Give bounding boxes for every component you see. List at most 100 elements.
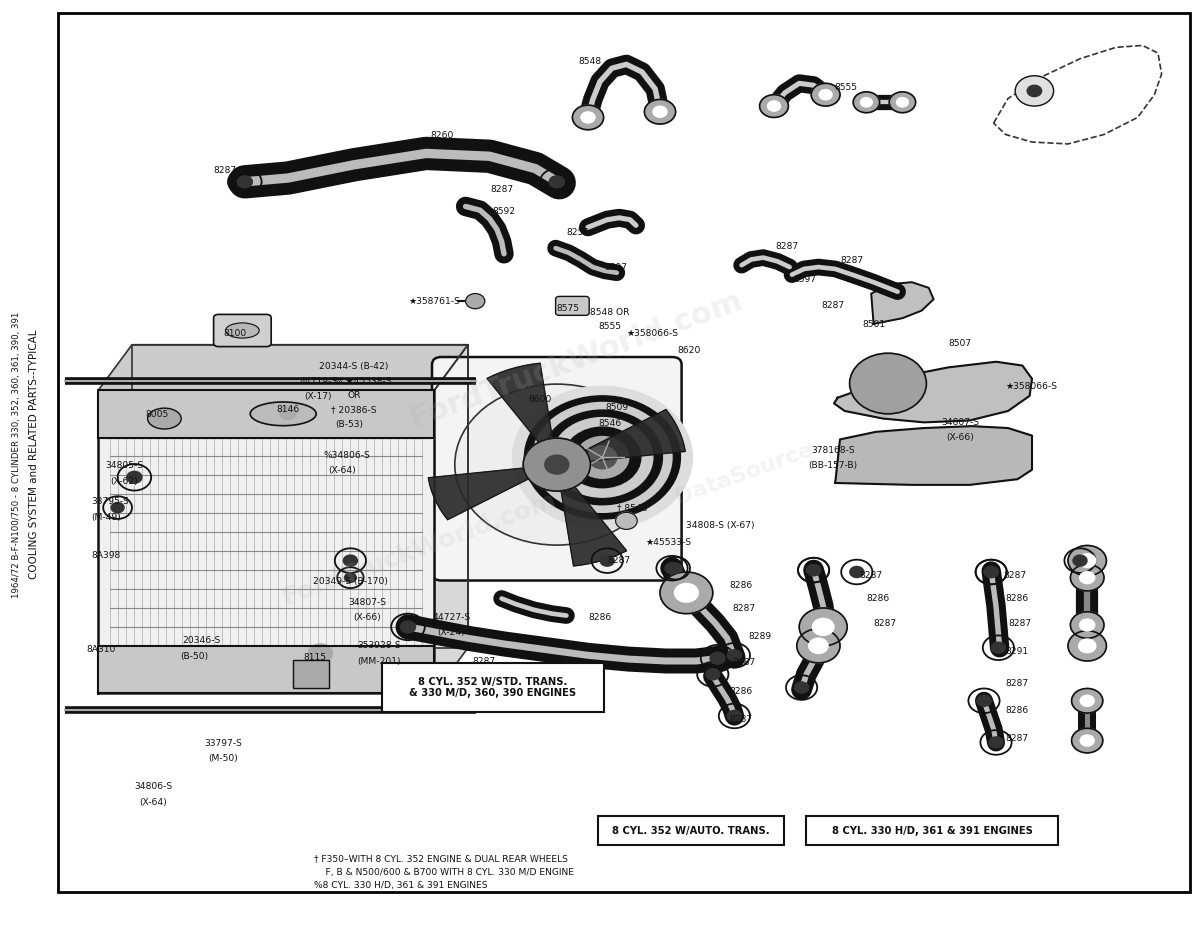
Text: 8287: 8287	[214, 166, 236, 175]
Polygon shape	[834, 362, 1032, 422]
Circle shape	[760, 95, 788, 117]
Circle shape	[670, 563, 682, 573]
Text: (X-24): (X-24)	[437, 628, 466, 637]
Text: 8287: 8287	[775, 241, 799, 251]
Text: 8005: 8005	[145, 410, 168, 420]
Ellipse shape	[251, 402, 317, 425]
Text: 8 CYL. 330 H/D, 361 & 391 ENGINES: 8 CYL. 330 H/D, 361 & 391 ENGINES	[832, 826, 1033, 835]
Polygon shape	[871, 282, 934, 324]
Circle shape	[1070, 564, 1104, 591]
Ellipse shape	[226, 323, 259, 338]
Circle shape	[466, 294, 485, 309]
Circle shape	[1015, 76, 1054, 106]
Text: 8575: 8575	[556, 304, 580, 313]
Text: 34807-S: 34807-S	[348, 598, 386, 607]
Circle shape	[727, 710, 742, 722]
Circle shape	[665, 563, 679, 574]
Circle shape	[1080, 695, 1094, 706]
Circle shape	[308, 644, 332, 663]
Text: 34808-S (X-67): 34808-S (X-67)	[686, 521, 755, 530]
Text: † 8546: † 8546	[617, 503, 648, 512]
Polygon shape	[434, 345, 468, 693]
Text: † 20386-S: † 20386-S	[331, 405, 377, 415]
Text: 8548: 8548	[578, 57, 602, 66]
Polygon shape	[98, 390, 434, 693]
Text: 8287: 8287	[1006, 679, 1028, 688]
Circle shape	[727, 650, 742, 661]
Circle shape	[806, 564, 821, 576]
Text: 8287: 8287	[874, 618, 896, 628]
Circle shape	[542, 410, 662, 505]
Circle shape	[812, 618, 834, 635]
Circle shape	[653, 106, 667, 117]
Bar	[293, 660, 329, 688]
Text: 8287: 8287	[472, 656, 496, 666]
Circle shape	[674, 583, 698, 602]
Circle shape	[512, 386, 692, 528]
Text: (X-64): (X-64)	[139, 797, 168, 807]
Text: 8287: 8287	[1008, 618, 1031, 628]
Text: 8287: 8287	[730, 715, 752, 724]
FancyBboxPatch shape	[432, 357, 682, 581]
Circle shape	[799, 608, 847, 646]
Circle shape	[1080, 735, 1094, 746]
Text: (M-50): (M-50)	[209, 754, 238, 763]
Text: (X-62): (X-62)	[110, 476, 138, 486]
Text: 8287: 8287	[732, 658, 755, 668]
Circle shape	[533, 402, 672, 512]
Circle shape	[600, 555, 614, 566]
Circle shape	[768, 101, 780, 111]
Polygon shape	[132, 345, 468, 648]
Circle shape	[127, 472, 142, 483]
Bar	[598, 816, 784, 845]
Text: 8509: 8509	[605, 402, 629, 412]
Text: (X-17): (X-17)	[305, 392, 331, 402]
Circle shape	[344, 573, 356, 582]
Text: † F350–WITH 8 CYL. 352 ENGINE & DUAL REAR WHEELS: † F350–WITH 8 CYL. 352 ENGINE & DUAL REA…	[314, 854, 569, 864]
Circle shape	[889, 92, 916, 113]
Text: 8287: 8287	[821, 301, 845, 311]
Circle shape	[112, 503, 124, 512]
Circle shape	[1070, 612, 1104, 638]
Text: 8287: 8287	[1006, 734, 1028, 743]
Text: F, B & N500/600 & B700 WITH 8 CYL. 330 M/D ENGINE: F, B & N500/600 & B700 WITH 8 CYL. 330 M…	[314, 867, 575, 877]
Text: % ★45538-S: % ★45538-S	[334, 377, 391, 386]
Text: ★358066-S: ★358066-S	[626, 329, 679, 338]
Text: 8 CYL. 352 W/AUTO. TRANS.: 8 CYL. 352 W/AUTO. TRANS.	[612, 826, 769, 835]
Text: 8501: 8501	[862, 320, 886, 330]
Text: 8286: 8286	[1006, 594, 1028, 603]
Text: 8287: 8287	[607, 556, 630, 565]
Text: 8260: 8260	[430, 131, 454, 140]
Text: 8597: 8597	[604, 262, 628, 272]
Text: 8620: 8620	[677, 346, 701, 355]
Text: (X-66): (X-66)	[946, 433, 974, 442]
Text: (M-49): (M-49)	[91, 512, 121, 522]
Circle shape	[820, 90, 832, 99]
Text: 34805-S: 34805-S	[106, 461, 144, 471]
Circle shape	[552, 418, 653, 497]
Ellipse shape	[148, 408, 181, 429]
Text: 353928-S: 353928-S	[358, 641, 401, 651]
Text: 20344-S (B-42): 20344-S (B-42)	[319, 362, 389, 371]
Text: 44727-S: 44727-S	[432, 613, 470, 622]
Circle shape	[343, 555, 358, 566]
Text: FordTruckWorld.com: FordTruckWorld.com	[280, 489, 560, 610]
Text: 33797-S: 33797-S	[204, 739, 242, 748]
Text: 8115: 8115	[302, 652, 326, 662]
Text: 8146: 8146	[276, 404, 300, 414]
Text: (B-53): (B-53)	[335, 420, 364, 429]
Text: 8255: 8255	[566, 228, 590, 238]
Text: 34807-S: 34807-S	[941, 418, 979, 427]
Circle shape	[616, 512, 637, 529]
Text: 8100: 8100	[223, 329, 247, 338]
Text: %8 CYL. 330 H/D, 361 & 391 ENGINES: %8 CYL. 330 H/D, 361 & 391 ENGINES	[314, 881, 488, 890]
Text: 8286: 8286	[866, 594, 889, 603]
Text: ★358066-S: ★358066-S	[1006, 382, 1057, 391]
Circle shape	[850, 566, 864, 578]
Text: ★45533-S: ★45533-S	[646, 538, 691, 547]
Circle shape	[1079, 554, 1096, 567]
Polygon shape	[98, 646, 434, 693]
Polygon shape	[557, 409, 685, 465]
Circle shape	[238, 176, 252, 188]
Circle shape	[989, 737, 1003, 748]
